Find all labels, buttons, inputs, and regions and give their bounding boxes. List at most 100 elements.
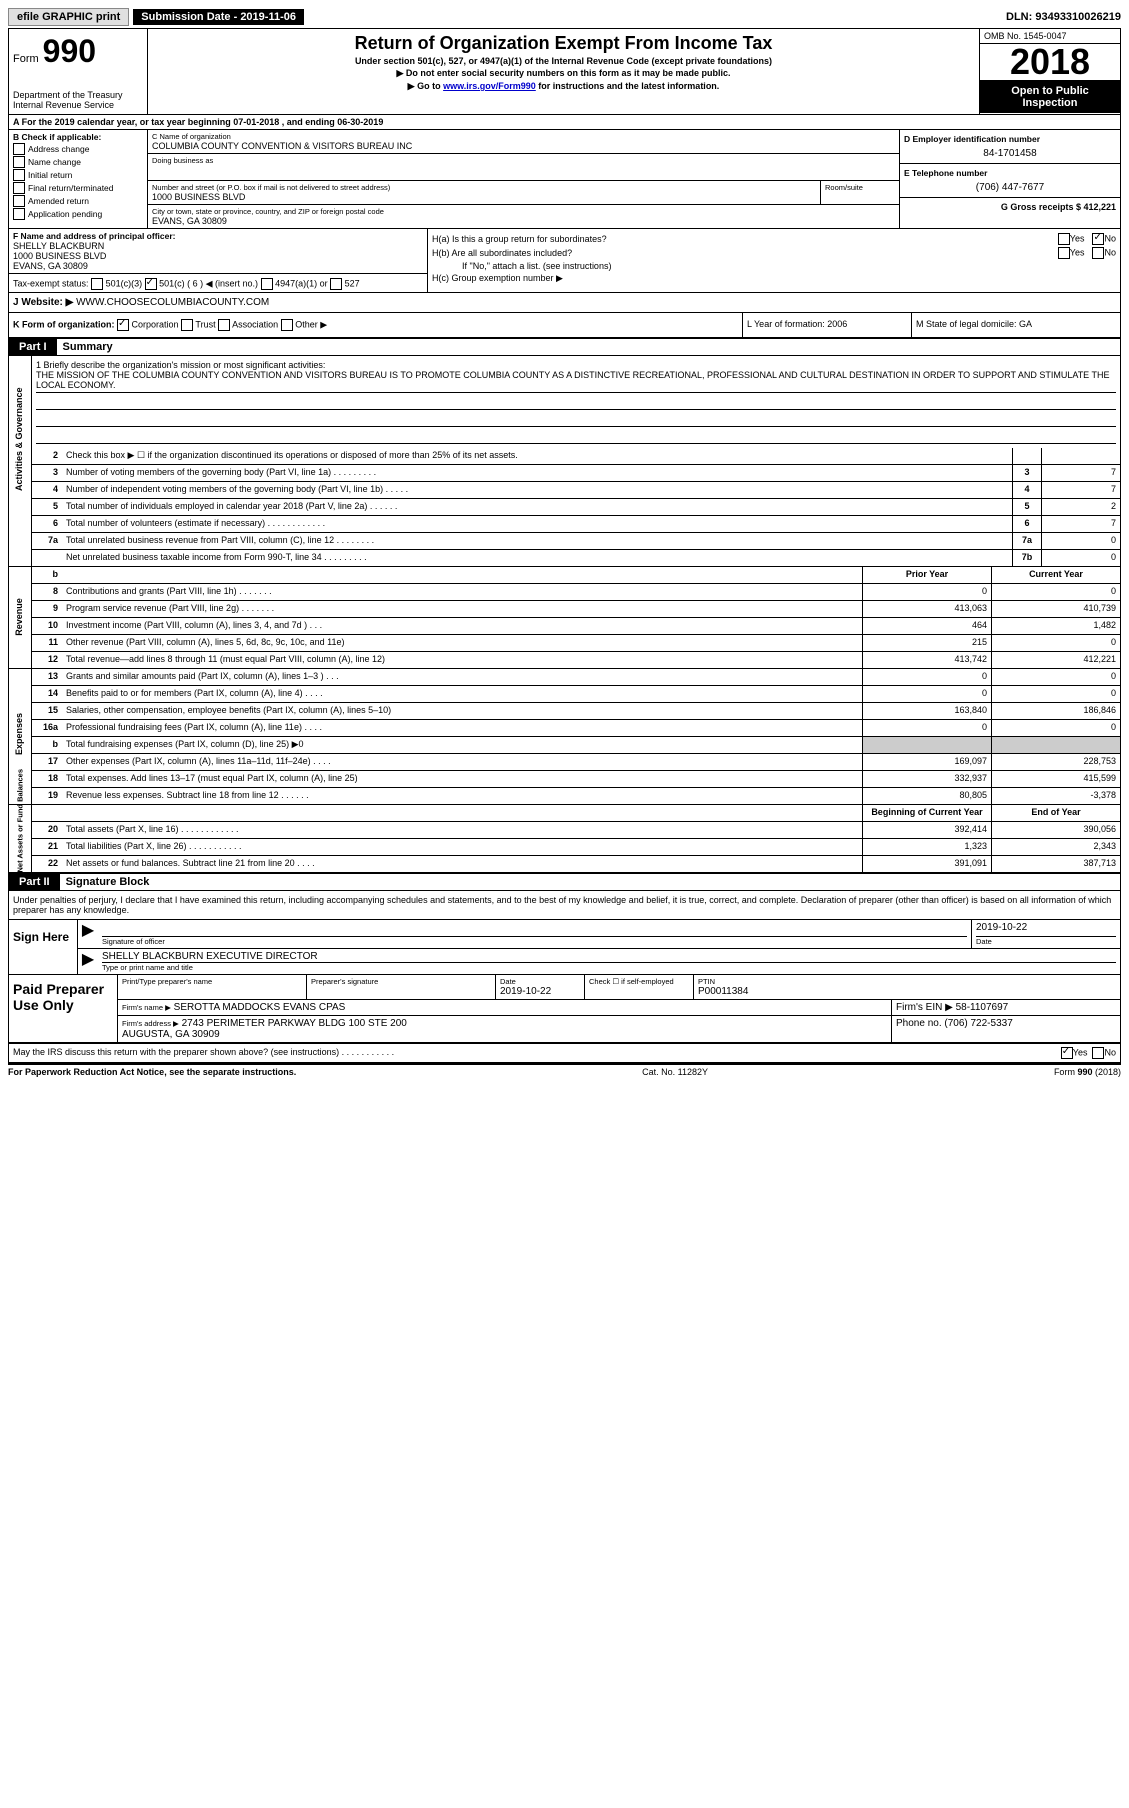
checkbox-line[interactable]: Final return/terminated: [13, 182, 143, 194]
form-subtitle: Under section 501(c), 527, or 4947(a)(1)…: [156, 56, 971, 66]
form-label: Form: [13, 53, 39, 65]
room-label: Room/suite: [825, 183, 895, 192]
governance-section: Activities & Governance 1 Briefly descri…: [9, 356, 1120, 567]
firm-name-label: Firm's name ▶: [122, 1003, 171, 1012]
phone-value: (706) 447-7677: [904, 182, 1116, 193]
main-info: B Check if applicable: Address changeNam…: [9, 130, 1120, 229]
dln: DLN: 93493310026219: [1006, 11, 1121, 23]
type-print-label: Type or print name and title: [102, 963, 1116, 972]
briefly-label: 1 Briefly describe the organization's mi…: [36, 360, 1116, 370]
city-value: EVANS, GA 30809: [152, 216, 895, 226]
website-value: WWW.CHOOSECOLUMBIACOUNTY.COM: [76, 297, 269, 308]
street-address: 1000 BUSINESS BLVD: [152, 192, 816, 202]
col-c: C Name of organization COLUMBIA COUNTY C…: [148, 130, 900, 228]
preparer-sig-label: Preparer's signature: [311, 977, 491, 986]
checkbox-line[interactable]: Application pending: [13, 208, 143, 220]
checkbox-line[interactable]: Amended return: [13, 195, 143, 207]
officer-print-name: SHELLY BLACKBURN EXECUTIVE DIRECTOR: [102, 951, 1116, 963]
phone-label: E Telephone number: [904, 168, 1116, 178]
summary-line: 5Total number of individuals employed in…: [32, 499, 1120, 516]
gross-receipts: G Gross receipts $ 412,221: [900, 198, 1120, 216]
preparer-name-label: Print/Type preparer's name: [122, 977, 302, 986]
top-bar: efile GRAPHIC print Submission Date - 20…: [8, 8, 1121, 26]
row-a: A For the 2019 calendar year, or tax yea…: [9, 115, 1120, 130]
year-formation: L Year of formation: 2006: [743, 313, 912, 337]
summary-line: 7aTotal unrelated business revenue from …: [32, 533, 1120, 550]
col-b-header: B Check if applicable:: [13, 132, 143, 142]
summary-line: 21Total liabilities (Part X, line 26) . …: [32, 839, 1120, 856]
org-name: COLUMBIA COUNTY CONVENTION & VISITORS BU…: [152, 141, 895, 151]
summary-line: 4Number of independent voting members of…: [32, 482, 1120, 499]
h-b: H(b) Are all subordinates included?: [432, 248, 572, 258]
row-j: J Website: ▶ WWW.CHOOSECOLUMBIACOUNTY.CO…: [9, 293, 1120, 313]
checkbox-line[interactable]: Initial return: [13, 169, 143, 181]
prep-date-label: Date: [500, 977, 580, 986]
summary-line: 16aProfessional fundraising fees (Part I…: [32, 720, 1120, 737]
summary-line: 3Number of voting members of the governi…: [32, 465, 1120, 482]
summary-line: 10Investment income (Part VIII, column (…: [32, 618, 1120, 635]
sig-officer-label: Signature of officer: [102, 937, 967, 946]
arrow-icon: ▶: [78, 920, 98, 948]
paid-preparer-block: Paid Preparer Use Only Print/Type prepar…: [9, 975, 1120, 1044]
footer-left: For Paperwork Reduction Act Notice, see …: [8, 1067, 296, 1077]
form-title: Return of Organization Exempt From Incom…: [156, 33, 971, 54]
officer-addr2: EVANS, GA 30809: [13, 261, 423, 271]
summary-line: 2Check this box ▶ ☐ if the organization …: [32, 448, 1120, 465]
summary-line: 15Salaries, other compensation, employee…: [32, 703, 1120, 720]
h-note: If "No," attach a list. (see instruction…: [432, 261, 1116, 271]
instructions-line: ▶ Go to www.irs.gov/Form990 for instruct…: [156, 81, 971, 92]
sig-date-label: Date: [976, 937, 1116, 946]
sig-declaration: Under penalties of perjury, I declare th…: [9, 891, 1120, 920]
sign-here-label: Sign Here: [9, 920, 78, 974]
self-employed: Check ☐ if self-employed: [589, 977, 689, 986]
name-label: C Name of organization: [152, 132, 895, 141]
discuss-row: May the IRS discuss this return with the…: [9, 1044, 1120, 1064]
city-label: City or town, state or province, country…: [152, 207, 895, 216]
summary-line: 19Revenue less expenses. Subtract line 1…: [32, 788, 1120, 804]
addr-label: Number and street (or P.O. box if mail i…: [152, 183, 816, 192]
paid-preparer-label: Paid Preparer Use Only: [9, 975, 118, 1042]
summary-line: 14Benefits paid to or for members (Part …: [32, 686, 1120, 703]
h-c: H(c) Group exemption number ▶: [432, 273, 563, 284]
begin-year-hdr: Beginning of Current Year: [862, 805, 991, 821]
firm-phone: Phone no. (706) 722-5337: [892, 1016, 1120, 1042]
tax-year: 2018: [980, 44, 1120, 81]
current-year-hdr: Current Year: [991, 567, 1120, 583]
summary-line: 11Other revenue (Part VIII, column (A), …: [32, 635, 1120, 652]
state-domicile: M State of legal domicile: GA: [912, 313, 1120, 337]
prep-date-value: 2019-10-22: [500, 986, 580, 997]
tax-status-row: Tax-exempt status: 501(c)(3) 501(c) ( 6 …: [9, 273, 427, 290]
summary-line: 8Contributions and grants (Part VIII, li…: [32, 584, 1120, 601]
row-k: K Form of organization: Corporation Trus…: [9, 313, 1120, 339]
checkbox-line[interactable]: Address change: [13, 143, 143, 155]
summary-line: 6Total number of volunteers (estimate if…: [32, 516, 1120, 533]
ssn-notice: ▶ Do not enter social security numbers o…: [156, 68, 971, 79]
part2-header: Part IISignature Block: [9, 874, 1120, 891]
firm-addr-label: Firm's address ▶: [122, 1019, 179, 1028]
irs-link[interactable]: www.irs.gov/Form990: [443, 81, 536, 91]
officer-addr1: 1000 BUSINESS BLVD: [13, 251, 423, 261]
prior-year-hdr: Prior Year: [862, 567, 991, 583]
form-container: Form990 Department of the Treasury Inter…: [8, 28, 1121, 1065]
firm-name: SEROTTA MADDOCKS EVANS CPAS: [174, 1002, 346, 1013]
officer-label: F Name and address of principal officer:: [13, 231, 423, 241]
h-a: H(a) Is this a group return for subordin…: [432, 234, 607, 244]
summary-line: 18Total expenses. Add lines 13–17 (must …: [32, 771, 1120, 788]
summary-line: 20Total assets (Part X, line 16) . . . .…: [32, 822, 1120, 839]
col-d: D Employer identification number 84-1701…: [900, 130, 1120, 228]
footer-mid: Cat. No. 11282Y: [642, 1067, 708, 1077]
sig-date-value: 2019-10-22: [976, 922, 1116, 937]
summary-line: 9Program service revenue (Part VIII, lin…: [32, 601, 1120, 618]
open-public: Open to Public Inspection: [980, 81, 1120, 113]
submission-date: Submission Date - 2019-11-06: [133, 9, 304, 25]
netassets-section: Net Assets or Fund Balances Beginning of…: [9, 805, 1120, 874]
expenses-section: Expenses 13Grants and similar amounts pa…: [9, 669, 1120, 805]
part1-header: Part ISummary: [9, 339, 1120, 356]
summary-line: 12Total revenue—add lines 8 through 11 (…: [32, 652, 1120, 668]
efile-btn[interactable]: efile GRAPHIC print: [8, 8, 129, 26]
checkbox-line[interactable]: Name change: [13, 156, 143, 168]
sign-here-block: Sign Here ▶ Signature of officer 2019-10…: [9, 920, 1120, 975]
col-b: B Check if applicable: Address changeNam…: [9, 130, 148, 228]
form-number: 990: [43, 33, 96, 70]
revenue-section: Revenue bPrior YearCurrent Year 8Contrib…: [9, 567, 1120, 669]
